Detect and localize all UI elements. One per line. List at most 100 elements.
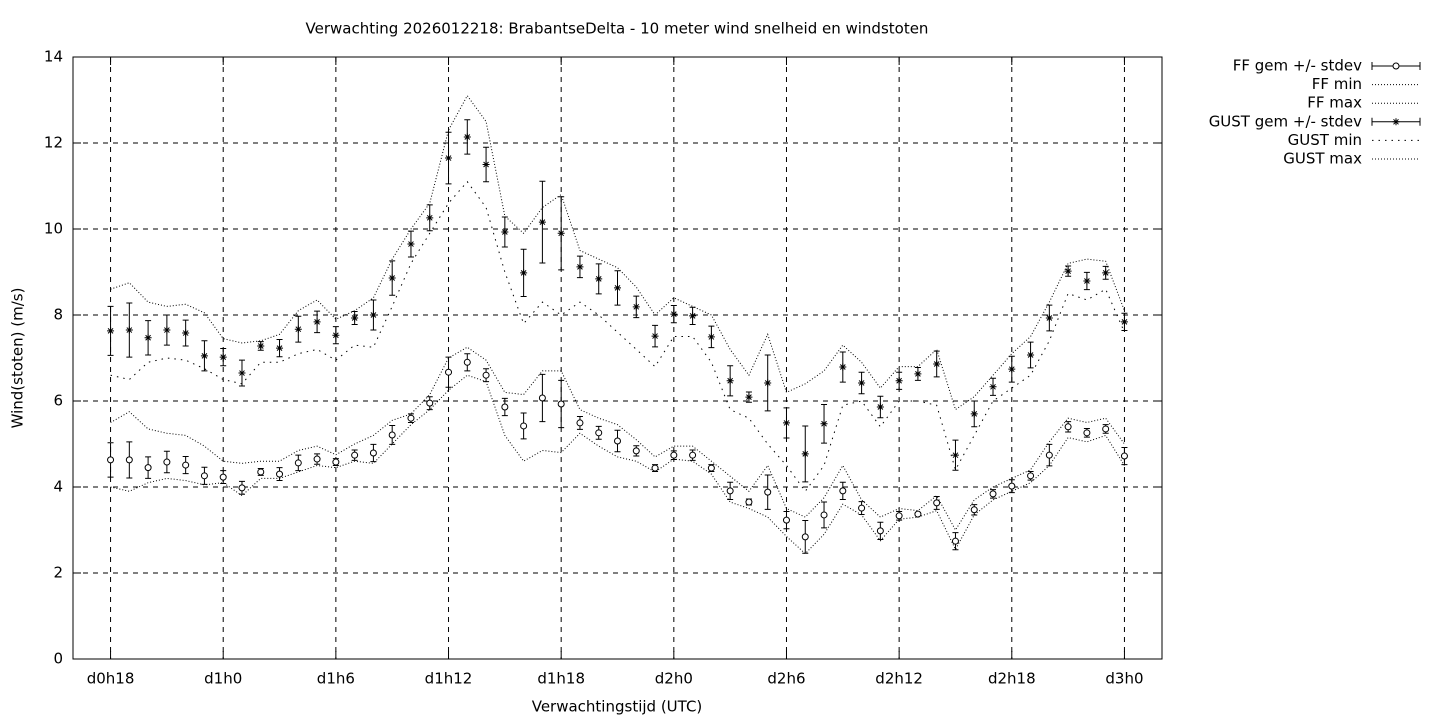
data-point (689, 312, 697, 320)
data-point (989, 490, 997, 498)
data-point (332, 331, 340, 339)
data-point (1102, 425, 1110, 433)
data-point (369, 449, 377, 457)
data-point (576, 419, 584, 427)
data-point (1045, 451, 1053, 459)
data-point (1027, 472, 1035, 480)
x-tick-label: d1h12 (425, 670, 473, 688)
data-point (895, 377, 903, 385)
data-point (876, 403, 884, 411)
data-point (914, 370, 922, 378)
x-tick-label: d1h6 (317, 670, 355, 688)
data-point (538, 394, 546, 402)
data-point (219, 353, 227, 361)
y-tick-label: 8 (53, 306, 63, 324)
data-point (820, 511, 828, 519)
data-point (670, 310, 678, 318)
data-point (951, 537, 959, 545)
data-point (839, 487, 847, 495)
data-point (670, 451, 678, 459)
data-point (726, 377, 734, 385)
data-point (876, 527, 884, 535)
data-point (257, 342, 265, 350)
data-point (407, 414, 415, 422)
data-point (557, 229, 565, 237)
data-point (614, 437, 622, 445)
data-point (369, 311, 377, 319)
data-point (764, 488, 772, 496)
data-point (107, 327, 115, 335)
data-point (276, 470, 284, 478)
data-point (651, 464, 659, 472)
data-point (895, 512, 903, 520)
x-tick-label: d2h0 (655, 670, 693, 688)
data-point (576, 263, 584, 271)
data-point (1120, 452, 1128, 460)
data-point (501, 228, 509, 236)
y-tick-label: 4 (53, 478, 63, 496)
data-point (782, 419, 790, 427)
legend-label: GUST min (1288, 131, 1362, 149)
legend-label: GUST max (1283, 150, 1362, 168)
legend-marker (1392, 118, 1400, 126)
data-point (520, 422, 528, 430)
data-point (200, 472, 208, 480)
data-point (801, 450, 809, 458)
data-point (482, 161, 490, 168)
y-axis-label: Wind(stoten) (m/s) (9, 288, 27, 429)
data-point (107, 456, 115, 464)
data-point (388, 431, 396, 439)
range-line (110, 346, 1125, 531)
data-point (445, 368, 453, 376)
data-point (463, 133, 471, 141)
data-point (407, 240, 415, 248)
data-point (144, 464, 152, 472)
data-point (520, 269, 528, 277)
data-point (914, 510, 922, 518)
legend-label: FF gem +/- stdev (1233, 57, 1362, 75)
data-point (614, 284, 621, 292)
data-point (839, 363, 847, 371)
data-point (989, 383, 997, 391)
legend-label: FF max (1307, 94, 1362, 112)
data-point (182, 461, 190, 469)
data-point (313, 455, 321, 463)
x-tick-label: d1h0 (204, 670, 242, 688)
data-point (501, 403, 509, 411)
data-point (858, 504, 866, 512)
data-point (933, 499, 941, 507)
data-point (1064, 267, 1072, 275)
data-point (294, 459, 302, 467)
data-point (632, 303, 640, 311)
data-point (238, 369, 246, 377)
y-tick-label: 12 (44, 134, 63, 152)
y-tick-label: 0 (53, 650, 63, 668)
data-point (951, 451, 959, 459)
data-point (332, 458, 340, 466)
data-point (689, 451, 697, 459)
data-point (238, 484, 246, 492)
data-point (257, 468, 265, 476)
x-tick-label: d2h12 (875, 670, 923, 688)
x-tick-label: d2h6 (767, 670, 805, 688)
x-axis-label: Verwachtingstijd (UTC) (532, 698, 703, 716)
data-point (125, 456, 133, 464)
data-point (463, 358, 471, 366)
data-point (1008, 365, 1016, 373)
data-point (595, 429, 603, 437)
data-point (726, 487, 734, 495)
data-point (144, 334, 152, 342)
data-point (538, 218, 546, 226)
data-point (294, 325, 302, 333)
x-tick-label: d3h0 (1105, 670, 1143, 688)
data-point (163, 326, 171, 334)
data-point (1083, 277, 1091, 285)
data-point (351, 314, 359, 322)
data-point (426, 214, 434, 222)
data-point (1120, 318, 1128, 326)
legend-label: GUST gem +/- stdev (1209, 112, 1362, 130)
data-point (1064, 423, 1072, 431)
data-point (970, 410, 978, 418)
data-point (482, 371, 490, 379)
